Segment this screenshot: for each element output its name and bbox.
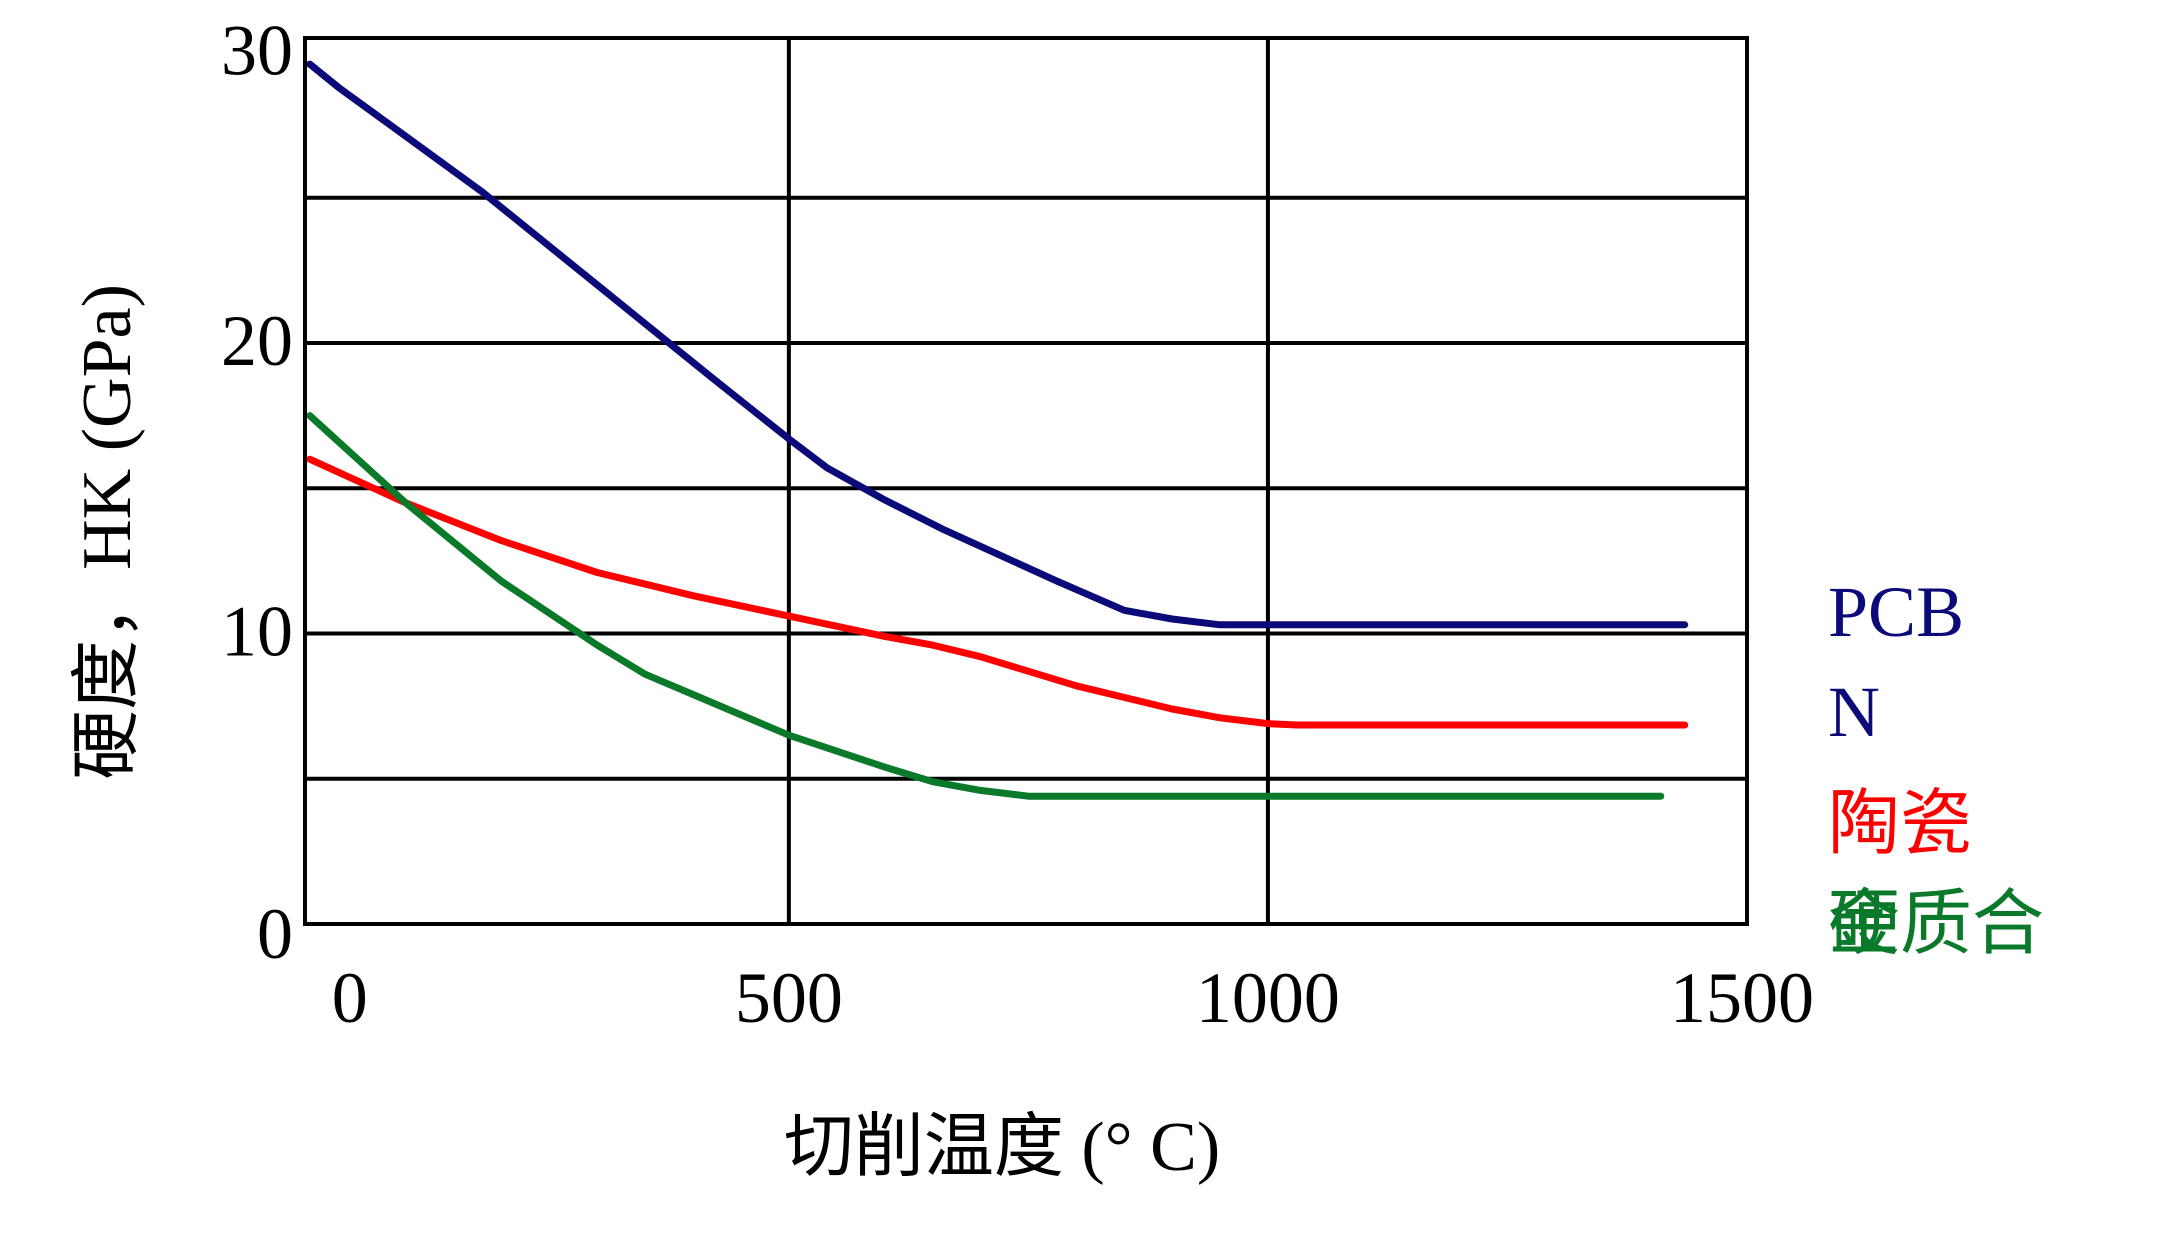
y-tick-label: 20 (221, 301, 293, 381)
y-tick-label: 0 (257, 894, 293, 974)
series-line-1 (306, 60, 1689, 629)
x-axis-title: 切削温度 (° C) (784, 1109, 1220, 1186)
y-tick-label: 30 (221, 11, 293, 91)
grid (305, 38, 1747, 924)
x-tick-label: 1000 (1196, 958, 1340, 1038)
plot-frame (303, 36, 1749, 926)
y-tick-label: 10 (221, 592, 293, 672)
legend-entry-3: 硬质合金 (1828, 884, 2044, 964)
series-lines (306, 60, 1689, 800)
x-tick-label: 0 (332, 958, 368, 1038)
y-tick-labels: 0 10 20 30 (221, 11, 293, 974)
x-tick-labels: 0 500 1000 1500 (332, 958, 1814, 1038)
legend-entry-1: PCB N (1828, 572, 1964, 752)
series-line-3 (306, 412, 1665, 800)
x-tick-label: 1500 (1670, 958, 1814, 1038)
series-line-2 (306, 455, 1689, 729)
legend-entry-2: 陶瓷 (1828, 784, 1972, 864)
x-tick-label: 500 (735, 958, 843, 1038)
y-axis-title: 硬度，HK (GPa) (69, 284, 146, 780)
